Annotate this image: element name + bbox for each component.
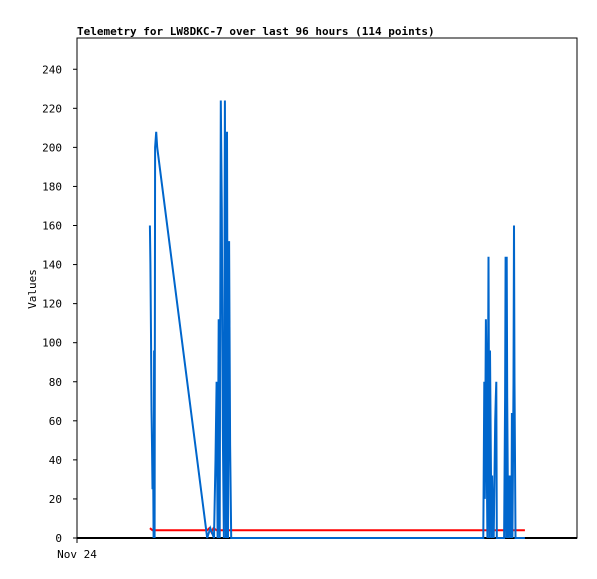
y-tick-label: 120 [42, 298, 62, 311]
y-tick-label: 20 [49, 493, 62, 506]
y-tick-label: 240 [42, 63, 62, 76]
y-axis-label: Values [26, 269, 39, 309]
y-tick-label: 40 [49, 454, 62, 467]
chart-title: Telemetry for LW8DKC-7 over last 96 hour… [77, 25, 435, 38]
plot-area [76, 37, 578, 539]
y-tick-label: 180 [42, 180, 62, 193]
y-tick-label: 160 [42, 220, 62, 233]
x-axis: Nov 24 [57, 538, 97, 561]
y-tick-label: 140 [42, 259, 62, 272]
x-tick-label: Nov 24 [57, 548, 97, 561]
y-tick-label: 60 [49, 415, 62, 428]
y-tick-label: 220 [42, 102, 62, 115]
series-line-0 [148, 100, 525, 539]
y-tick-label: 100 [42, 337, 62, 350]
y-tick-label: 200 [42, 141, 62, 154]
y-tick-label: 80 [49, 376, 62, 389]
y-axis: 0 20 40 60 80 100 120 140 160 180 200 220 240 [42, 63, 77, 545]
y-tick-label: 0 [55, 532, 62, 545]
series-layer [77, 100, 577, 539]
